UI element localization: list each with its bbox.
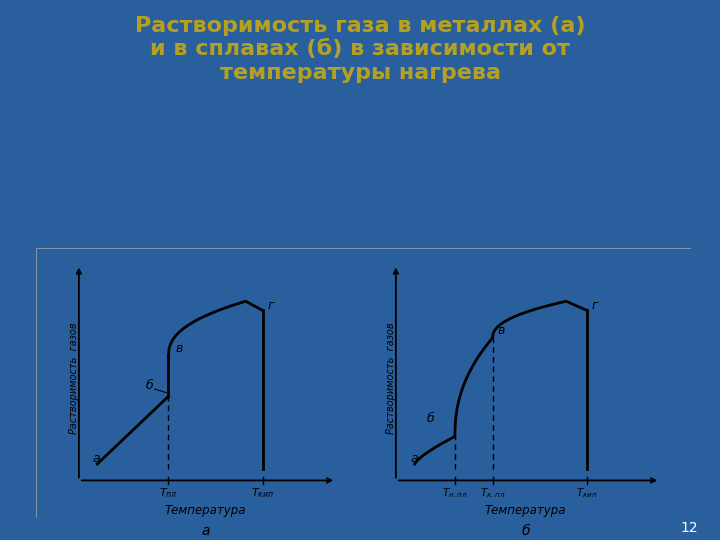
Text: г: г xyxy=(592,299,598,312)
Text: Температура: Температура xyxy=(164,504,246,517)
Text: 12: 12 xyxy=(681,521,698,535)
Text: в: в xyxy=(176,342,183,355)
Text: $T_{кип}$: $T_{кип}$ xyxy=(576,486,598,500)
Text: Растворимость  газов: Растворимость газов xyxy=(386,322,396,434)
Text: а: а xyxy=(201,524,210,538)
Text: а: а xyxy=(93,452,100,465)
Text: б: б xyxy=(521,524,530,538)
Text: $T_{к.пл}$: $T_{к.пл}$ xyxy=(480,486,505,500)
Text: а: а xyxy=(410,452,418,465)
Text: в: в xyxy=(498,324,505,337)
Text: б: б xyxy=(426,412,434,425)
Text: г: г xyxy=(267,299,274,312)
Text: Растворимость газа в металлах (а)
и в сплавах (б) в зависимости от
температуры н: Растворимость газа в металлах (а) и в сп… xyxy=(135,16,585,83)
Text: $T_{пл}$: $T_{пл}$ xyxy=(159,486,178,500)
Text: Температура: Температура xyxy=(485,504,567,517)
Text: б: б xyxy=(145,379,153,392)
Text: $T_{н.пл}$: $T_{н.пл}$ xyxy=(442,486,468,500)
Text: $T_{кип}$: $T_{кип}$ xyxy=(251,486,274,500)
Text: Растворимость  газов: Растворимость газов xyxy=(69,322,79,434)
